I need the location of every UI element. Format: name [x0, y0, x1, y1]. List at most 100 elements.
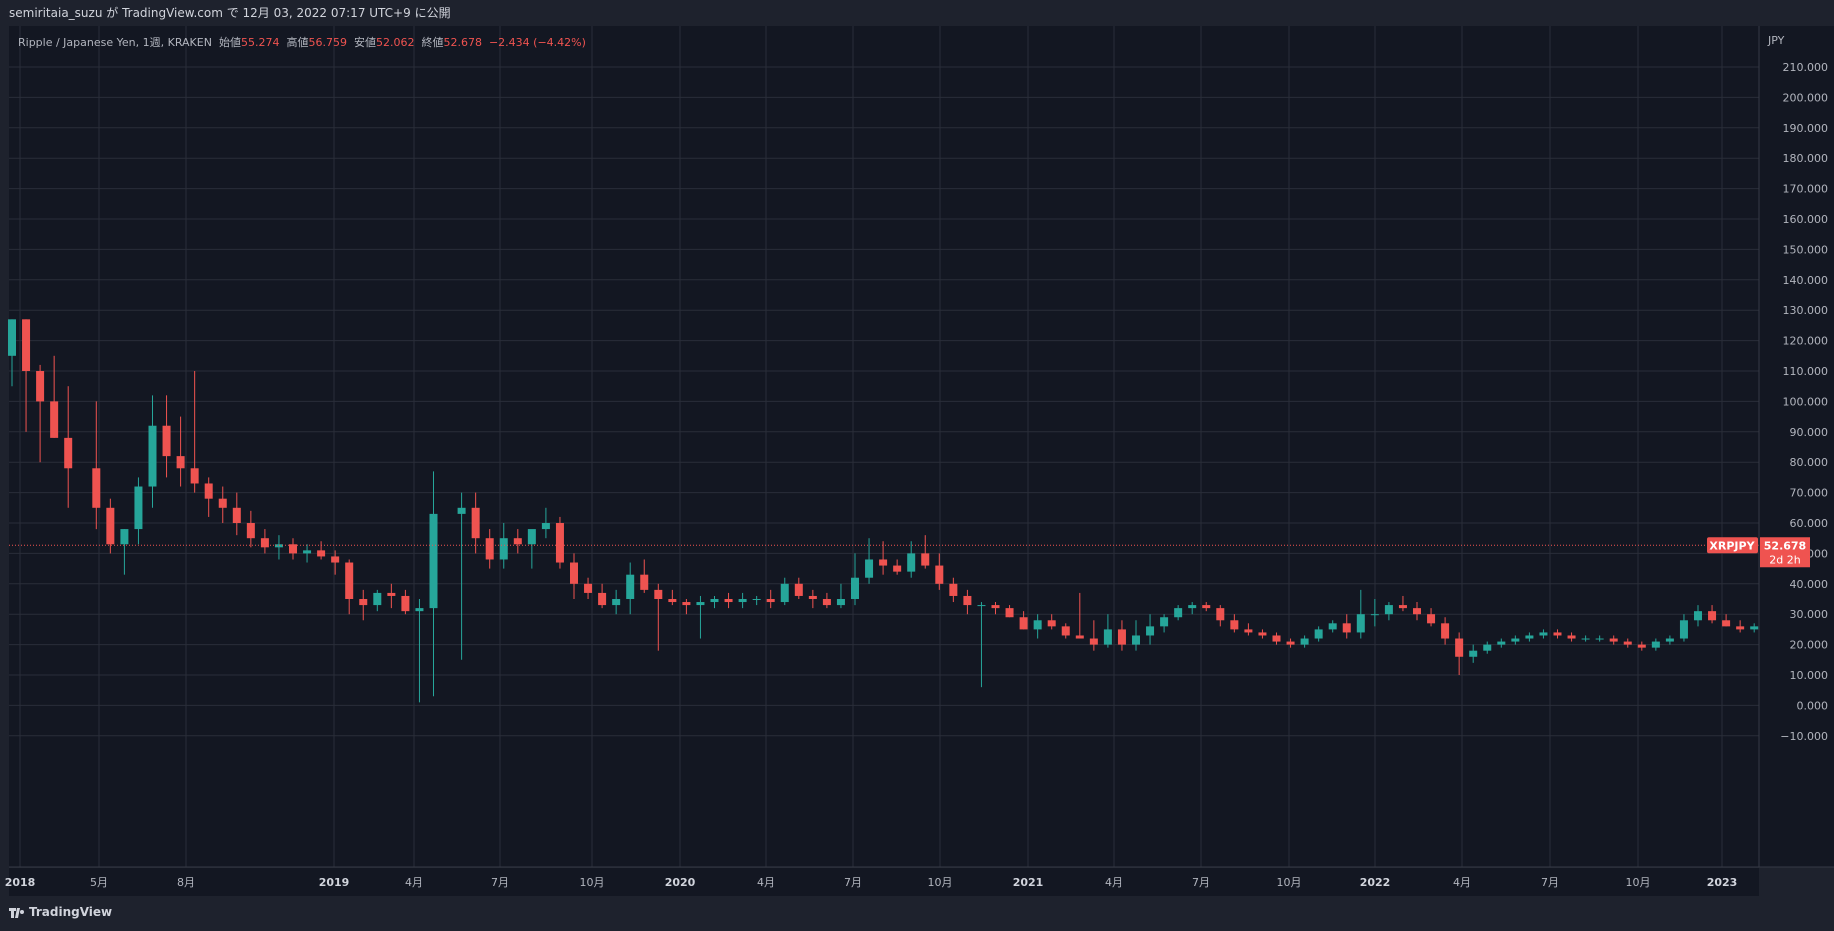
price-tick-label: 140.000 — [1783, 274, 1829, 287]
candle — [977, 602, 986, 688]
candle-body — [1665, 638, 1674, 642]
candle-body — [36, 371, 45, 402]
price-tick-label: 170.000 — [1783, 183, 1829, 196]
candle — [1455, 632, 1464, 675]
candle — [1581, 635, 1590, 642]
candle-body — [696, 602, 705, 606]
tradingview-logo[interactable]: TradingView — [9, 905, 112, 919]
close-value: 52.678 — [443, 36, 482, 49]
candle — [64, 386, 73, 508]
candle — [92, 401, 101, 530]
candle-body — [1089, 638, 1098, 645]
candle — [1244, 623, 1253, 636]
candle — [1679, 614, 1688, 642]
candle-body — [1497, 641, 1506, 645]
publish-info: semiritaia_suzu が TradingView.com で 12月 … — [0, 0, 1834, 26]
candle — [1342, 614, 1351, 639]
price-tick-label: 20.000 — [1790, 639, 1829, 652]
candle — [331, 550, 340, 575]
time-tick-label: 2019 — [319, 876, 350, 889]
candle-body — [429, 513, 438, 609]
candle — [218, 486, 227, 523]
candle-body — [176, 456, 185, 469]
candle — [766, 589, 775, 609]
candle-body — [134, 486, 143, 530]
candle — [162, 395, 171, 478]
candle-body — [808, 595, 817, 599]
candle-body — [1679, 620, 1688, 639]
candle — [1441, 617, 1450, 645]
candlestick-chart[interactable]: JPY 210.000 200.000 190.000 180.000 170.000 1… — [0, 26, 1834, 896]
candle-body — [274, 544, 283, 548]
time-tick-label: 7月 — [1192, 876, 1210, 889]
candle — [527, 529, 536, 569]
price-tick-label: 40.000 — [1790, 578, 1829, 591]
candle-body — [373, 592, 382, 606]
symbol-label: Ripple / Japanese Yen, 1週, KRAKEN — [18, 36, 212, 49]
candle — [879, 541, 888, 575]
tradingview-logo-icon — [9, 908, 24, 918]
chart-area[interactable]: JPY 210.000 200.000 190.000 180.000 170.000 1… — [0, 26, 1834, 896]
candle — [654, 583, 663, 651]
candle-body — [710, 599, 719, 603]
candle-body — [1160, 617, 1169, 627]
candle-body — [64, 437, 73, 469]
candle — [1637, 641, 1646, 651]
candle-body — [289, 544, 297, 554]
price-tick-label: 0.000 — [1797, 699, 1829, 712]
candle-body — [22, 319, 31, 371]
candle — [415, 599, 424, 703]
price-tick-label: −10.000 — [1780, 730, 1828, 743]
candle — [1005, 605, 1014, 618]
candle-body — [1258, 632, 1267, 636]
candle-body — [865, 559, 874, 578]
candle — [935, 553, 944, 590]
candle — [570, 553, 578, 599]
candle — [317, 541, 326, 560]
candle-body — [626, 574, 635, 599]
candle — [612, 589, 621, 615]
time-axis-panel[interactable] — [9, 868, 1759, 896]
candle — [190, 371, 199, 493]
candle — [1132, 620, 1140, 651]
candle-body — [1609, 638, 1618, 642]
open-label: 始値 — [218, 36, 241, 49]
candle-body — [1328, 623, 1337, 630]
candle-body — [1103, 629, 1112, 645]
candle-body — [977, 605, 986, 607]
candle-body — [317, 550, 326, 557]
candle-body — [893, 565, 902, 572]
candle-body — [1413, 608, 1421, 615]
candle-body — [513, 538, 522, 545]
candle-body — [1230, 620, 1239, 630]
candle-body — [1370, 614, 1379, 616]
low-label: 安値 — [353, 36, 376, 49]
candle-body — [963, 595, 972, 606]
candle-body — [148, 425, 157, 487]
low-value: 52.062 — [375, 36, 415, 49]
candle — [1427, 608, 1436, 627]
candle-body — [1398, 605, 1407, 609]
candle — [963, 589, 972, 615]
candle-body — [1033, 620, 1042, 630]
candle — [780, 577, 789, 606]
time-tick-labels: 2018 5月 8月 2019 4月 7月 10月 2020 4月 7月 10月 2021 4月 7月 10… — [5, 876, 1738, 889]
candle-body — [1441, 623, 1450, 639]
candle — [1117, 620, 1126, 651]
candle — [808, 589, 817, 609]
candle — [401, 589, 410, 615]
price-badge-value: 52.678 — [1764, 539, 1806, 552]
candle-body — [1722, 620, 1731, 627]
candle-body — [1202, 605, 1211, 609]
time-tick-label: 2023 — [1707, 876, 1738, 889]
candle — [710, 595, 719, 609]
price-tick-label: 120.000 — [1783, 335, 1829, 348]
price-axis-panel[interactable] — [1759, 26, 1834, 867]
candle-body — [1694, 611, 1702, 621]
ticker-badge — [1707, 537, 1758, 554]
candle-body — [921, 553, 930, 566]
candle-body — [359, 599, 368, 606]
time-tick-label: 4月 — [1105, 876, 1123, 889]
vertical-gridlines — [19, 26, 1723, 867]
candle-body — [1019, 617, 1028, 630]
